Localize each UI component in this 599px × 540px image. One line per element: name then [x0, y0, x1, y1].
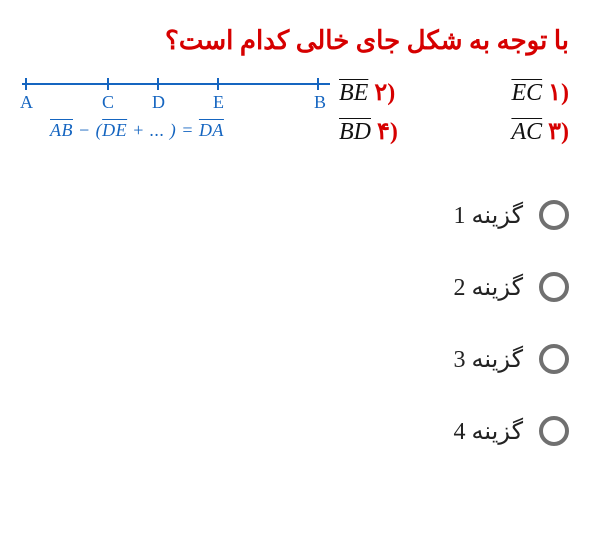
radio-icon [539, 200, 569, 230]
options-list: گزینه 1 گزینه 2 گزینه 3 گزینه 4 [454, 200, 569, 488]
answer-3-val: AC [511, 119, 542, 146]
eq-seg-de: DE [102, 120, 127, 140]
answer-4: ۴) BD [339, 117, 398, 146]
equation: AB − (DE + ... ) = DA [50, 120, 224, 141]
answer-4-val: BD [339, 119, 371, 146]
answers-row-1: ۱) EC ۲) BE [339, 78, 569, 107]
figure: A C D E B AB − (DE + ... ) = DA [18, 76, 338, 156]
answer-1: ۱) EC [511, 78, 569, 107]
answer-2-num: ۲) [374, 78, 395, 107]
answer-2: ۲) BE [339, 78, 395, 107]
option-4-label: گزینه 4 [454, 417, 523, 446]
answer-4-num: ۴) [377, 117, 398, 146]
number-line [18, 76, 338, 112]
option-4[interactable]: گزینه 4 [454, 416, 569, 446]
answers-row-2: ۳) AC ۴) BD [339, 117, 569, 146]
eq-minus: − ( [73, 120, 102, 140]
answer-3-num: ۳) [548, 117, 569, 146]
radio-icon [539, 416, 569, 446]
eq-plus: + ... ) = [127, 120, 199, 140]
point-label-b: B [314, 92, 326, 113]
point-label-d: D [152, 92, 165, 113]
question-title: با توجه به شکل جای خالی کدام است؟ [165, 26, 569, 56]
answer-3: ۳) AC [511, 117, 569, 146]
point-label-c: C [102, 92, 114, 113]
answer-2-val: BE [339, 80, 368, 107]
option-3-label: گزینه 3 [454, 345, 523, 374]
option-1[interactable]: گزینه 1 [454, 200, 569, 230]
option-2[interactable]: گزینه 2 [454, 272, 569, 302]
answer-1-num: ۱) [548, 78, 569, 107]
radio-icon [539, 344, 569, 374]
point-label-e: E [213, 92, 224, 113]
option-3[interactable]: گزینه 3 [454, 344, 569, 374]
eq-seg-da: DA [199, 120, 224, 140]
radio-icon [539, 272, 569, 302]
answer-1-val: EC [511, 80, 542, 107]
eq-seg-ab: AB [50, 120, 73, 140]
point-label-a: A [20, 92, 33, 113]
option-1-label: گزینه 1 [454, 201, 523, 230]
option-2-label: گزینه 2 [454, 273, 523, 302]
answer-choices: ۱) EC ۲) BE ۳) AC ۴) BD [339, 78, 569, 156]
